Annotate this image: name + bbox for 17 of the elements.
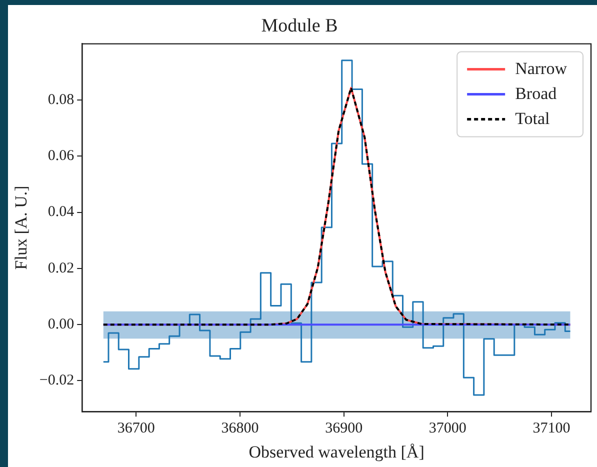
legend-label: Broad [515,84,558,103]
chart-title: Module B [261,15,338,36]
x-tick-label: 37100 [532,420,570,437]
x-axis-title: Observed wavelength [Å] [248,442,424,462]
y-tick-label: 0.00 [48,316,74,332]
x-tick-label: 36700 [117,420,155,437]
x-tick-label: 36900 [325,420,363,437]
legend-label: Total [515,108,550,128]
y-tick-label: −0.02 [39,372,74,389]
y-tick-label: 0.02 [48,260,74,276]
legend-label: Narrow [515,58,568,78]
y-axis-title: Flux [A. U.] [12,186,31,270]
y-tick-label: 0.08 [48,92,74,108]
y-tick-label: 0.04 [48,204,75,220]
x-tick-label: 37000 [428,420,466,437]
x-tick-label: 36800 [221,420,259,437]
y-tick-label: 0.06 [48,148,75,164]
